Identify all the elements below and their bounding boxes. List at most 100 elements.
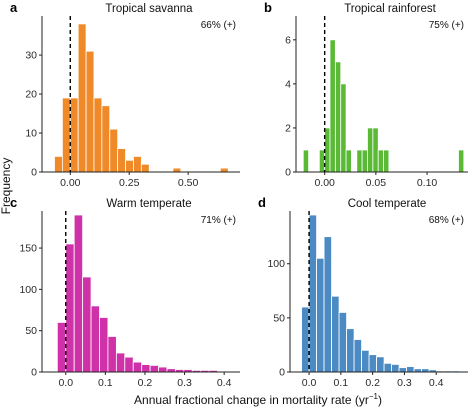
x-tick-label: 0.4 [217,377,232,389]
histogram-bar [61,97,71,173]
panel-letter: b [264,0,272,15]
histogram-bar [56,322,67,373]
y-tick-label: 20 [25,89,37,101]
x-tick-label: 0.10 [417,177,438,189]
histogram-bar [54,156,63,173]
panel-title: Warm temperate [106,198,191,210]
x-tick-label: 0.0 [58,377,73,389]
x-tick-label: 0.4 [429,377,444,389]
panel-letter: c [10,195,17,210]
y-tick-label: 50 [25,325,37,337]
panel-cool-temperate: 0.0 0.1 0.2 0.3 0.4 0 50 100 d Cool temperate68% … [258,195,468,389]
histogram-bar [109,128,119,173]
percent-annotation: 75% (+) [429,20,464,31]
histogram-bar [356,149,363,173]
y-tick-label: 30 [25,50,37,62]
x-tick-label: 0.1 [334,377,349,389]
histogram-bar [338,312,347,373]
y-tick-label: 100 [267,258,285,270]
histogram-bar [69,97,79,173]
histogram-bar [372,127,379,173]
histogram-bar [383,362,392,373]
x-tick-label: 0.00 [314,177,335,189]
histogram-bar [85,50,95,173]
x-axis-title: Annual fractional change in mortality ra… [134,392,382,407]
histogram-bar [172,167,182,173]
x-tick-label: 0.1 [98,377,113,389]
histogram-bar [117,148,126,173]
histogram-bar [82,276,92,373]
histogram-bar [323,236,332,373]
histogram-bar [361,149,368,173]
histogram-bar [73,214,84,373]
histogram-bar [368,354,377,373]
histogram-bar [90,305,100,373]
histogram-bar [77,23,87,173]
x-tick-label: 0.05 [366,177,387,189]
histogram-bar [149,364,159,373]
y-tick-label: 0 [31,167,37,179]
histogram-bar [140,163,150,173]
histogram-bar [301,306,310,373]
histogram-bar [99,317,109,373]
x-axis-title-superscript: −1 [369,392,379,401]
panel-tropical-rainforest: 0.00 0.05 0.10 0 2 4 6 b Tropical rainforest 75% … [264,0,468,189]
x-tick-label: 0.00 [60,177,81,189]
x-tick-label: 0.25 [119,177,140,189]
histogram-bar [335,61,342,173]
histogram-bar [353,339,362,373]
histogram-bar [318,149,326,173]
histogram-bar [398,367,407,373]
histogram-bar [329,39,336,173]
y-tick-label: 100 [19,284,37,296]
histogram-bar [376,356,385,373]
y-tick-label: 50 [273,312,285,324]
histogram-bar [141,364,151,373]
histogram-bar [367,127,374,173]
histogram-bar [302,149,310,173]
histogram-bar [124,356,134,373]
histogram-bar [316,257,325,373]
panel-warm-temperate: 0.0 0.1 0.2 0.3 0.4 0 50 100 150 c Warm temperate 7… [10,195,240,389]
panel-tropical-savanna: 0.00 0.25 0.50 0 10 20 30 a Tropical savanna 66% … [10,0,240,189]
histogram-bar [406,366,415,373]
histogram-bar [125,159,134,173]
x-tick-label: 0.3 [177,377,192,389]
histogram-bar [377,149,384,173]
histogram-bar [115,352,126,373]
y-tick-label: 6 [285,34,291,46]
percent-annotation: 66% (+) [201,20,236,31]
percent-annotation: 71% (+) [201,215,236,226]
histogram-bar [158,366,168,373]
histogram-bar [219,167,229,173]
y-tick-label: 2 [285,122,291,134]
histogram-bar [346,328,355,373]
x-axis-title-end: ) [378,393,382,407]
histogram-bar [133,156,142,173]
y-axis-title: Frequency [0,158,13,215]
histogram-bar [340,83,347,173]
histogram-bar [331,295,340,373]
panel-title: Tropical savanna [105,3,193,15]
histogram-bar [324,127,331,173]
histogram-bar [132,361,143,373]
histogram-bar [101,105,111,173]
histogram-bar [345,149,352,173]
histogram-bar [361,349,370,373]
histogram-bar [383,149,390,173]
panel-title: Cool temperate [348,198,427,210]
panel-letter: a [10,0,18,15]
x-tick-label: 0.2 [365,377,380,389]
histogram-bar [458,149,465,173]
y-tick-label: 10 [25,128,37,140]
percent-annotation: 68% (+) [429,215,464,226]
x-tick-label: 0.2 [138,377,153,389]
x-tick-label: 0.50 [178,177,199,189]
panel-letter: d [258,195,266,210]
panel-title: Tropical rainforest [344,3,436,15]
x-axis-title-main: Annual fractional change in mortality ra… [134,393,369,407]
histogram-bar [93,97,103,173]
histogram-bar [107,336,117,373]
histogram-bar [65,243,75,373]
